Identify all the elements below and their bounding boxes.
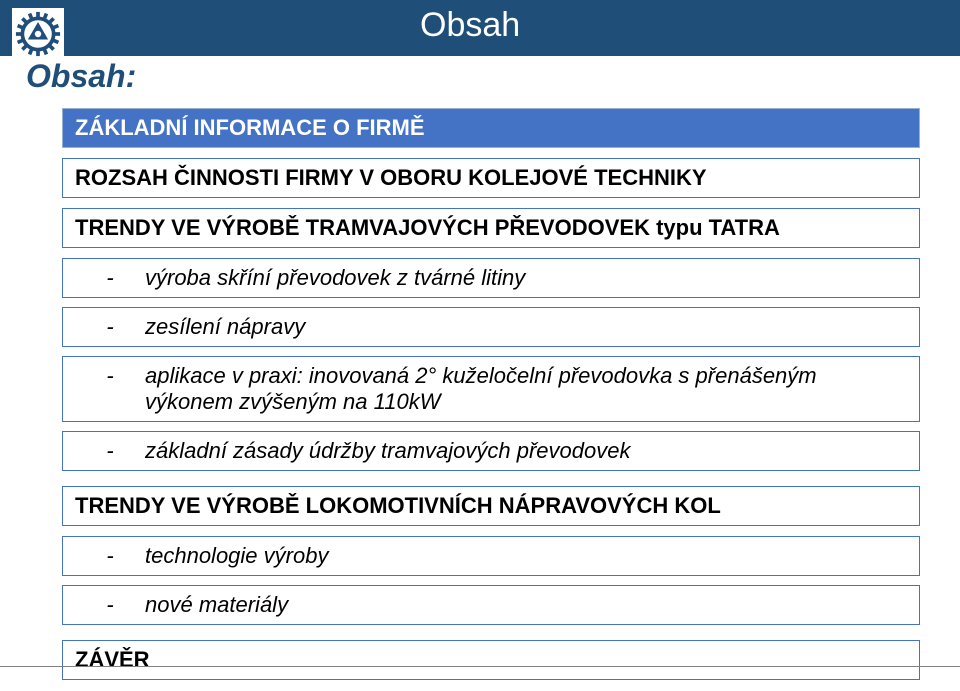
content-area: ZÁKLADNÍ INFORMACE O FIRMĚ ROZSAH ČINNOS… — [62, 108, 920, 690]
toc-row-outline: ROZSAH ČINNOSTI FIRMY V OBORU KOLEJOVÉ T… — [62, 158, 920, 198]
slide: Obsah Obsah: ZÁKLADNÍ INFORMACE O FIRMĚ … — [0, 0, 960, 691]
toc-subrow: - nové materiály — [62, 585, 920, 625]
bullet-dash: - — [75, 363, 145, 415]
section-label: Obsah: — [26, 58, 136, 95]
toc-subrow-text: základní zásady údržby tramvajových přev… — [145, 438, 907, 464]
footer-rule — [0, 666, 960, 667]
toc-row-outline: TRENDY VE VÝROBĚ LOKOMOTIVNÍCH NÁPRAVOVÝ… — [62, 486, 920, 526]
slide-title: Obsah — [420, 6, 520, 45]
toc-subrow-text: zesílení nápravy — [145, 314, 907, 340]
toc-subrow: - výroba skříní převodovek z tvárné liti… — [62, 258, 920, 298]
logo — [12, 8, 64, 60]
toc-subrow-text: technologie výroby — [145, 543, 907, 569]
toc-subrow-text: aplikace v praxi: inovovaná 2° kuželočel… — [145, 363, 907, 415]
bullet-dash: - — [75, 314, 145, 340]
toc-subrow: - zesílení nápravy — [62, 307, 920, 347]
bullet-dash: - — [75, 265, 145, 291]
toc-row-filled: ZÁKLADNÍ INFORMACE O FIRMĚ — [62, 108, 920, 148]
bullet-dash: - — [75, 592, 145, 618]
toc-row-outline: TRENDY VE VÝROBĚ TRAMVAJOVÝCH PŘEVODOVEK… — [62, 208, 920, 248]
toc-row-outline: ZÁVĚR — [62, 640, 920, 680]
toc-subrow: - základní zásady údržby tramvajových př… — [62, 431, 920, 471]
gear-icon — [15, 11, 61, 57]
toc-subrow: - technologie výroby — [62, 536, 920, 576]
bullet-dash: - — [75, 438, 145, 464]
toc-subrow-text: nové materiály — [145, 592, 907, 618]
toc-subrow: - aplikace v praxi: inovovaná 2° kuželoč… — [62, 356, 920, 422]
toc-subrow-text: výroba skříní převodovek z tvárné litiny — [145, 265, 907, 291]
bullet-dash: - — [75, 543, 145, 569]
